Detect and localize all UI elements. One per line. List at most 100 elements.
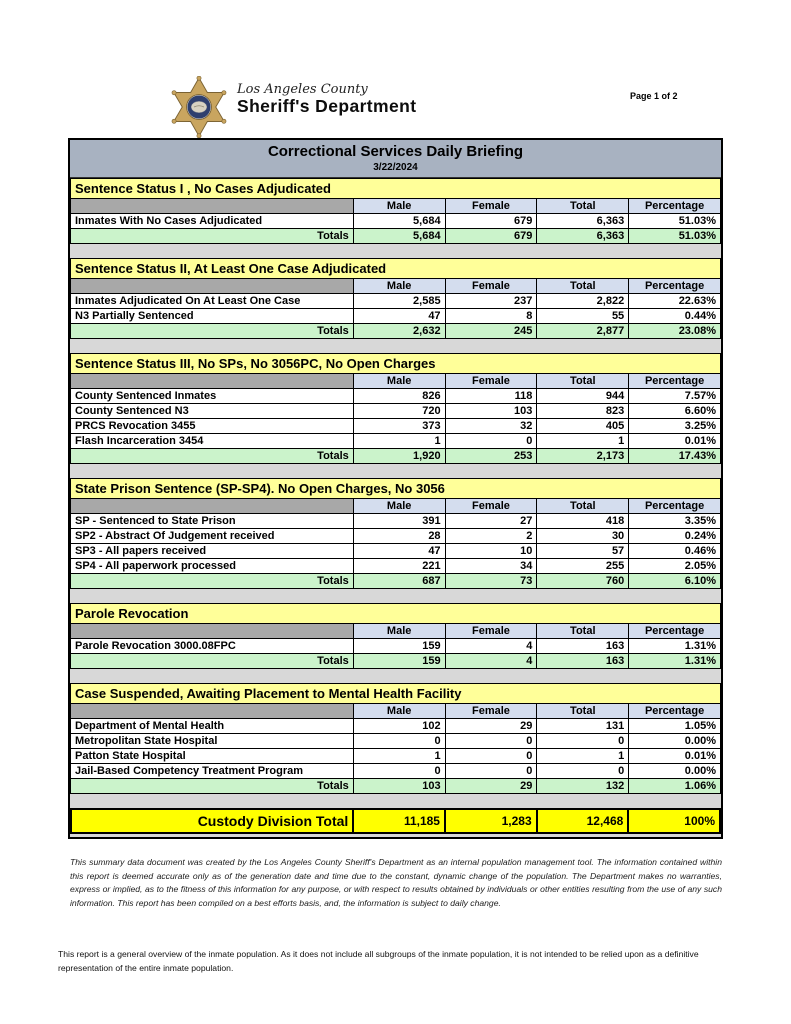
column-header-row: Male Female Total Percentage [70, 703, 721, 719]
grand-total-female: 1,283 [443, 808, 538, 834]
cell-male: 0 [352, 733, 446, 749]
cell-percentage: 0.46% [628, 543, 721, 559]
cell-female: 0 [444, 763, 538, 779]
section-heading: Case Suspended, Awaiting Placement to Me… [70, 683, 721, 703]
column-header: Female [444, 703, 538, 719]
report-header: Los Angeles County Sheriff's Department … [0, 76, 791, 138]
totals-male: 687 [352, 573, 446, 589]
cell-female: 8 [444, 308, 538, 324]
table-row: SP - Sentenced to State Prison 391 27 418 3.… [70, 513, 721, 529]
cell-percentage: 6.60% [628, 403, 721, 419]
column-header: Male [352, 623, 446, 639]
cell-male: 373 [352, 418, 446, 434]
totals-label: Totals [70, 653, 354, 669]
totals-row: Totals 687 73 760 6.10% [70, 573, 721, 589]
totals-percentage: 17.43% [628, 448, 721, 464]
cell-total: 0 [536, 763, 630, 779]
cell-percentage: 2.05% [628, 558, 721, 574]
row-label: Parole Revocation 3000.08FPC [70, 638, 354, 654]
row-label: Flash Incarceration 3454 [70, 433, 354, 449]
cell-male: 28 [352, 528, 446, 544]
cell-male: 1 [352, 433, 446, 449]
table-row: SP3 - All papers received 47 10 57 0.46% [70, 543, 721, 559]
cell-total: 30 [536, 528, 630, 544]
totals-row: Totals 1,920 253 2,173 17.43% [70, 448, 721, 464]
cell-percentage: 22.63% [628, 293, 721, 309]
totals-label: Totals [70, 323, 354, 339]
totals-female: 253 [444, 448, 538, 464]
cell-total: 405 [536, 418, 630, 434]
note-text: This report is a general overview of the… [58, 949, 699, 973]
cell-male: 5,684 [352, 213, 446, 229]
cell-total: 255 [536, 558, 630, 574]
table-row: PRCS Revocation 3455 373 32 405 3.25% [70, 418, 721, 434]
cell-male: 2,585 [352, 293, 446, 309]
table-row: Flash Incarceration 3454 1 0 1 0.01% [70, 433, 721, 449]
totals-label: Totals [70, 573, 354, 589]
table-row: Jail-Based Competency Treatment Program 0… [70, 763, 721, 779]
cell-percentage: 51.03% [628, 213, 721, 229]
table-row: N3 Partially Sentenced 47 8 55 0.44% [70, 308, 721, 324]
totals-male: 2,632 [352, 323, 446, 339]
totals-total: 760 [536, 573, 630, 589]
totals-percentage: 23.08% [628, 323, 721, 339]
column-header: Total [536, 498, 630, 514]
table-row: Patton State Hospital 1 0 1 0.01% [70, 748, 721, 764]
column-header: Male [352, 198, 446, 214]
cell-female: 10 [444, 543, 538, 559]
grand-total-percentage: 100% [627, 808, 721, 834]
cell-male: 826 [352, 388, 446, 404]
cell-total: 6,363 [536, 213, 630, 229]
cell-male: 102 [352, 718, 446, 734]
disclaimer-text: This summary data document was created b… [70, 857, 722, 908]
column-header: Percentage [628, 198, 721, 214]
totals-label: Totals [70, 448, 354, 464]
cell-female: 237 [444, 293, 538, 309]
table-row: County Sentenced N3 720 103 823 6.60% [70, 403, 721, 419]
sheriff-star-icon [171, 76, 227, 138]
totals-female: 4 [444, 653, 538, 669]
cell-female: 0 [444, 733, 538, 749]
row-label: Patton State Hospital [70, 748, 354, 764]
sections-container: Sentence Status I , No Cases Adjudicated… [69, 178, 721, 834]
cell-total: 0 [536, 733, 630, 749]
totals-female: 29 [444, 778, 538, 794]
report-title: Correctional Services Daily Briefing [267, 143, 524, 160]
cell-percentage: 1.31% [628, 638, 721, 654]
column-header-blank [70, 278, 354, 294]
cell-total: 418 [536, 513, 630, 529]
totals-total: 132 [536, 778, 630, 794]
section-table: Male Female Total Percentage Department of M… [70, 703, 721, 794]
totals-label: Totals [70, 778, 354, 794]
section-gap [70, 794, 721, 808]
cell-female: 2 [444, 528, 538, 544]
report-section: Sentence Status II, At Least One Case Ad… [70, 258, 721, 339]
column-header: Total [536, 373, 630, 389]
cell-female: 27 [444, 513, 538, 529]
table-row: Parole Revocation 3000.08FPC 159 4 163 1.31% [70, 638, 721, 654]
column-header-blank [70, 498, 354, 514]
section-table: Male Female Total Percentage Inmates With No… [70, 198, 721, 244]
cell-female: 4 [444, 638, 538, 654]
section-gap [70, 669, 721, 683]
section-table: Male Female Total Percentage Parole Revocati… [70, 623, 721, 669]
table-row: Inmates With No Cases Adjudicated 5,684 67… [70, 213, 721, 229]
column-header-row: Male Female Total Percentage [70, 623, 721, 639]
column-header: Total [536, 278, 630, 294]
cell-total: 131 [536, 718, 630, 734]
section-table: Male Female Total Percentage SP - Sentenced … [70, 498, 721, 589]
cell-female: 118 [444, 388, 538, 404]
report-section: Sentence Status I , No Cases Adjudicated… [70, 178, 721, 244]
section-heading: State Prison Sentence (SP-SP4). No Open … [70, 478, 721, 498]
cell-total: 55 [536, 308, 630, 324]
cell-female: 29 [444, 718, 538, 734]
row-label: County Sentenced N3 [70, 403, 354, 419]
cell-male: 47 [352, 308, 446, 324]
section-gap [70, 339, 721, 353]
column-header: Percentage [628, 623, 721, 639]
report-date: 3/22/2024 [373, 162, 418, 173]
cell-female: 34 [444, 558, 538, 574]
row-label: Department of Mental Health [70, 718, 354, 734]
logo-department-text: Sheriff's Department [237, 96, 417, 116]
cell-total: 2,822 [536, 293, 630, 309]
